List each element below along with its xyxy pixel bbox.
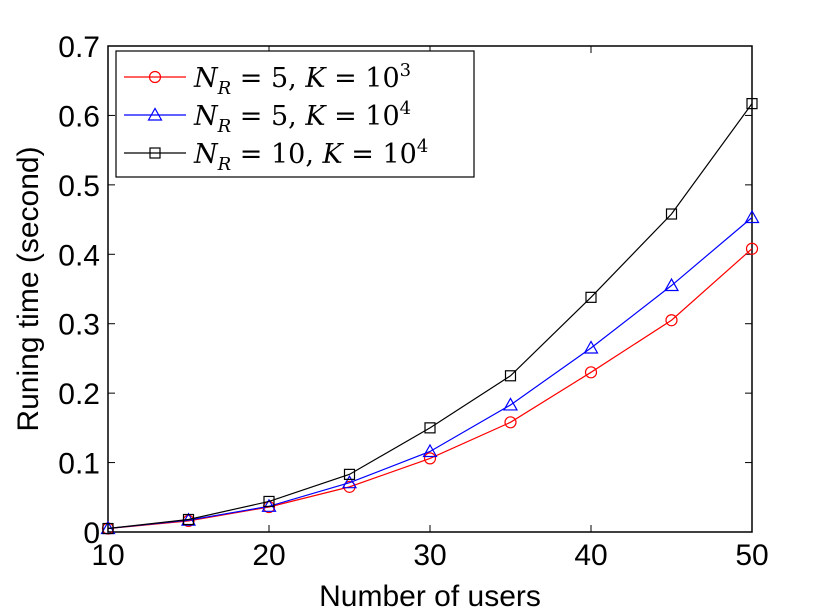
series-2 xyxy=(100,209,760,535)
legend-label: NR = 10, K = 104 xyxy=(193,136,428,175)
data-point xyxy=(343,468,356,480)
series-line xyxy=(107,248,753,530)
legend-item-3: NR = 10, K = 104 xyxy=(124,136,428,175)
y-tick-label: 0.3 xyxy=(58,309,100,342)
legend-marker xyxy=(147,107,163,121)
x-tick-label: 30 xyxy=(413,539,446,572)
y-axis-label: Runing time (second) xyxy=(12,146,45,431)
data-point xyxy=(502,397,519,411)
data-point xyxy=(585,291,597,303)
data-point xyxy=(341,474,358,489)
y-tick-label: 0.5 xyxy=(58,170,100,203)
series-line xyxy=(107,217,753,530)
y-tick-label: 0.1 xyxy=(58,448,100,481)
data-point xyxy=(182,513,195,526)
y-tick-label: 0.6 xyxy=(58,100,100,133)
data-point xyxy=(584,366,598,379)
legend-marker xyxy=(148,70,162,84)
data-point xyxy=(102,522,114,535)
data-point xyxy=(423,452,437,465)
data-point xyxy=(663,277,680,292)
data-point xyxy=(422,443,438,458)
legend-item-2: NR = 5, K = 104 xyxy=(124,98,411,137)
x-tick-label: 20 xyxy=(252,539,285,572)
axis-ticks: 10 20 30 40 50 0 0.1 0.2 0.3 0.4 0.5 0.6 0.7 xyxy=(58,31,768,572)
data-point xyxy=(424,422,436,434)
series-line xyxy=(107,103,753,530)
x-tick-label: 10 xyxy=(91,539,124,572)
data-point xyxy=(583,340,599,354)
data-point xyxy=(745,242,759,255)
data-point xyxy=(504,370,517,382)
y-tick-label: 0.4 xyxy=(58,239,100,272)
legend-marker xyxy=(149,147,161,159)
legend-item-1: NR = 5, K = 103 xyxy=(124,60,411,99)
x-tick-label: 40 xyxy=(574,539,607,572)
x-tick-label: 50 xyxy=(735,539,768,572)
data-point xyxy=(261,498,277,512)
data-point xyxy=(263,495,275,508)
series-3 xyxy=(102,98,758,535)
legend-label: NR = 5, K = 104 xyxy=(193,98,411,137)
y-tick-label: 0 xyxy=(83,517,100,550)
legend-box xyxy=(115,50,475,178)
y-tick-label: 0.2 xyxy=(58,378,100,411)
data-point xyxy=(744,209,760,224)
series-layer xyxy=(100,98,760,535)
x-axis-label: Number of users xyxy=(319,580,541,613)
legend-label: NR = 5, K = 103 xyxy=(193,60,411,99)
data-point xyxy=(746,98,758,110)
data-point xyxy=(665,314,678,327)
data-point xyxy=(665,208,678,220)
data-point xyxy=(504,416,517,429)
y-tick-label: 0.7 xyxy=(58,31,100,64)
